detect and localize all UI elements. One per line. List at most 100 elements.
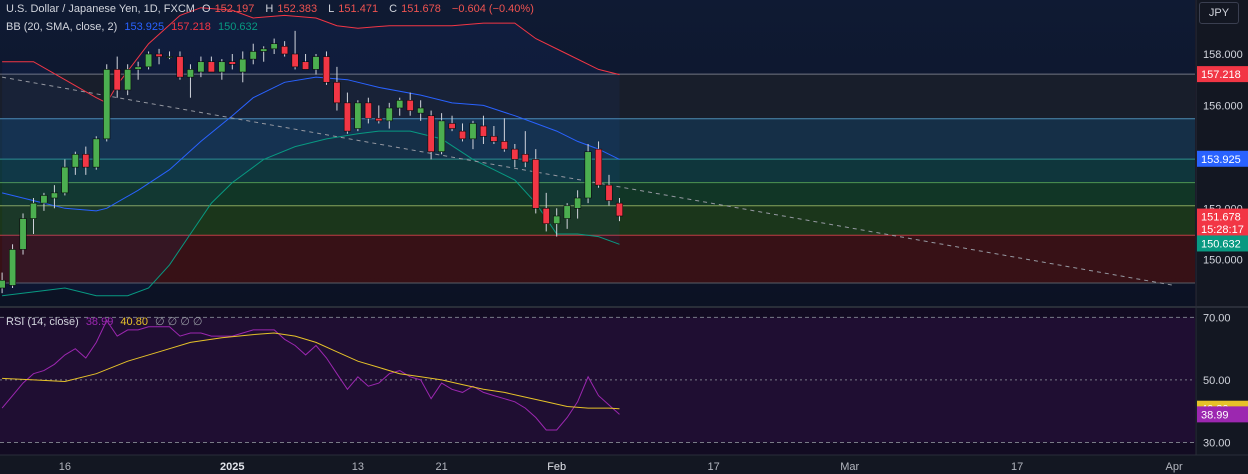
candle-body	[207, 61, 215, 73]
candle	[427, 110, 435, 160]
price-label: 15:28:17	[1201, 224, 1244, 236]
candle	[40, 192, 48, 211]
candle	[479, 115, 487, 144]
candle	[249, 43, 257, 65]
candle-body	[186, 69, 194, 78]
candle-body	[165, 56, 174, 58]
price-zone	[0, 74, 1195, 119]
candle-body	[145, 53, 153, 68]
candle-body	[50, 192, 58, 199]
candle	[500, 118, 508, 152]
candle	[584, 144, 592, 204]
candle-body	[615, 202, 624, 217]
candle	[124, 64, 132, 96]
bb-legend[interactable]: BB (20, SMA, close, 2) 153.925 157.218 1…	[6, 21, 262, 33]
candle	[438, 113, 446, 155]
price-label-bg	[1197, 66, 1248, 83]
rsi-ma-line	[2, 332, 620, 410]
candle-body	[9, 249, 17, 286]
candle	[542, 192, 550, 232]
candle	[354, 100, 362, 132]
rsi-ma-value: 40.80	[120, 316, 148, 328]
time-tick-label: 13	[352, 461, 364, 473]
candle-body	[605, 184, 613, 201]
candle	[145, 51, 153, 70]
candle	[197, 56, 205, 78]
candle	[312, 54, 320, 75]
candle-body	[511, 148, 519, 160]
candle	[155, 48, 163, 65]
candle-body	[239, 58, 247, 73]
price-label: 150.632	[1201, 238, 1241, 250]
price-zone	[0, 182, 1195, 206]
candle	[615, 198, 624, 222]
rsi-label: RSI (14, close)	[6, 316, 79, 328]
candle	[490, 126, 498, 144]
candle	[469, 120, 477, 150]
time-axis-background	[0, 455, 1248, 474]
candle	[448, 115, 456, 132]
candle	[595, 141, 603, 188]
candle-body	[61, 166, 69, 194]
candle	[113, 56, 121, 98]
candle	[385, 102, 393, 129]
candle-body	[103, 69, 111, 140]
candle	[605, 174, 613, 206]
candle	[228, 54, 236, 70]
candle	[270, 38, 278, 54]
candle-body	[458, 130, 467, 140]
candle-body	[228, 61, 236, 65]
candle-body	[333, 81, 341, 104]
candle-body	[260, 48, 268, 52]
candle-body	[302, 61, 310, 70]
candle-body	[92, 138, 100, 168]
candle-body	[490, 135, 498, 142]
candle	[396, 97, 404, 116]
rsi-price-label-bg	[1197, 406, 1248, 423]
candle	[291, 30, 299, 70]
candle	[417, 100, 425, 121]
candle-body	[0, 279, 6, 289]
candle-body	[385, 107, 393, 122]
price-label-bg	[1197, 208, 1248, 225]
candle-body	[82, 153, 90, 168]
candle	[574, 190, 582, 219]
candle-body	[218, 61, 226, 73]
candle-body	[29, 202, 38, 219]
candle-body	[270, 43, 278, 50]
symbol-title: U.S. Dollar / Japanese Yen, 1D, FXCM	[6, 3, 195, 15]
candle	[333, 66, 341, 111]
candle-body	[322, 56, 331, 83]
candle	[375, 105, 383, 124]
main-legend: U.S. Dollar / Japanese Yen, 1D, FXCM O 15…	[6, 3, 538, 15]
candle-body	[249, 51, 257, 60]
candle-body	[364, 102, 372, 119]
candle	[19, 213, 27, 255]
ohlc-high: H 152.383	[265, 3, 318, 15]
time-tick-label: 16	[59, 461, 71, 473]
ohlc-low: L 151.471	[328, 3, 379, 15]
time-tick-label: Mar	[840, 461, 859, 473]
bb-lower-value: 150.632	[217, 21, 258, 33]
rsi-legend[interactable]: RSI (14, close) 38.99 40.80 ∅ ∅ ∅ ∅	[6, 315, 207, 328]
candle-body	[438, 120, 446, 153]
bb-band-fill	[2, 7, 620, 296]
candle-body	[542, 207, 550, 225]
time-tick-label: 17	[708, 461, 720, 473]
candle-body	[176, 56, 184, 78]
candle-body	[521, 153, 529, 163]
candle-body	[343, 102, 351, 132]
bb-upper-value: 157.218	[171, 21, 211, 33]
candle-body	[417, 107, 425, 114]
candle-body	[113, 69, 121, 91]
rsi-line	[1, 319, 620, 431]
candle-body	[124, 69, 132, 91]
candle-body	[448, 123, 456, 129]
candle	[364, 97, 372, 124]
candle-body	[563, 205, 571, 219]
time-tick-label: Apr	[1166, 461, 1183, 473]
candle	[563, 203, 571, 229]
currency-button[interactable]: JPY	[1199, 2, 1239, 24]
candle-body	[291, 53, 299, 68]
